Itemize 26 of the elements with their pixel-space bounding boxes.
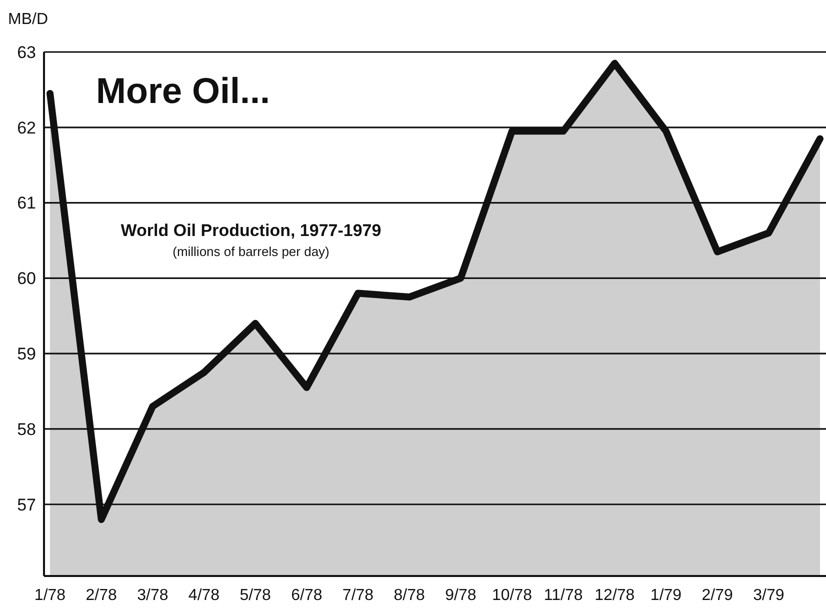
- x-tick-label: 12/78: [594, 587, 635, 604]
- x-tick-label: 7/78: [342, 587, 374, 604]
- y-tick-label: 57: [17, 495, 36, 514]
- y-tick-label: 61: [17, 194, 36, 213]
- y-axis-title: MB/D: [8, 11, 48, 28]
- y-tick-label: 62: [17, 118, 36, 138]
- y-tick-label: 58: [17, 420, 36, 439]
- y-tick-label: 63: [17, 42, 36, 62]
- x-tick-label: 6/78: [291, 587, 322, 604]
- x-tick-label: 3/79: [753, 587, 784, 604]
- x-tick-label: 9/78: [445, 587, 476, 604]
- x-tick-label: 2/79: [702, 587, 734, 604]
- y-tick-label: 59: [17, 344, 36, 364]
- annotation: (millions of barrels per day): [172, 244, 330, 259]
- x-tick-label: 4/78: [188, 587, 220, 604]
- text: More Oil...: [96, 70, 270, 111]
- x-tick-label: 5/78: [240, 587, 272, 604]
- x-tick-label: 2/78: [86, 587, 118, 604]
- x-tick-label: 1/78: [34, 587, 66, 604]
- x-tick-label: 8/78: [394, 587, 426, 604]
- x-tick-label: 1/79: [650, 587, 682, 604]
- x-tick-label: 10/78: [492, 587, 532, 604]
- y-tick-label: 60: [17, 269, 36, 288]
- x-tick-label: 3/78: [137, 587, 168, 604]
- text: World Oil Production, 1977-1979: [120, 221, 382, 240]
- x-tick-label: 11/78: [544, 587, 583, 604]
